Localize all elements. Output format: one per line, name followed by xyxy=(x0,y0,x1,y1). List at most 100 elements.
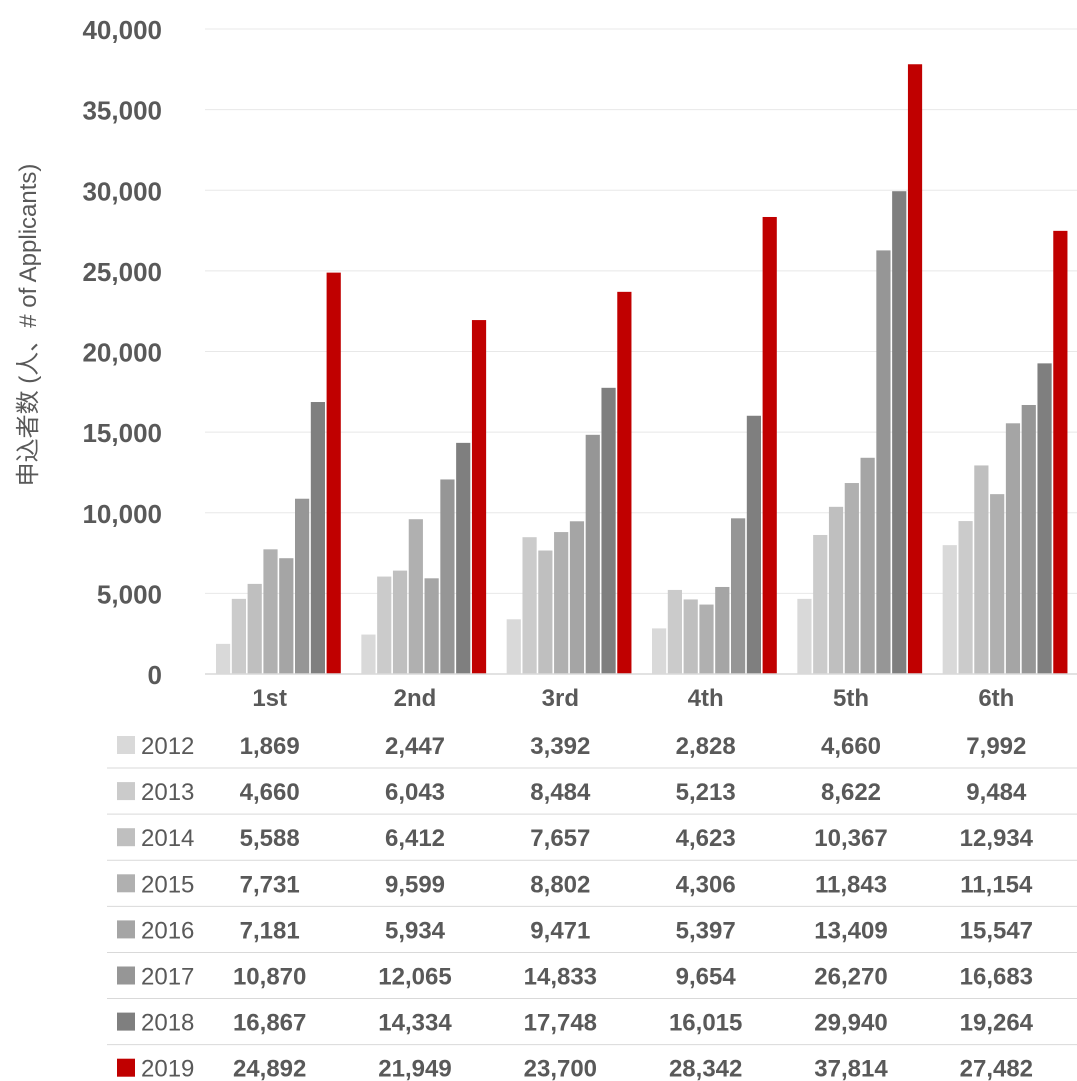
bar-2014-6th xyxy=(974,465,989,674)
bar-2019-6th xyxy=(1053,230,1068,674)
bar-2013-4th xyxy=(667,589,682,674)
bar-2018-3rd xyxy=(601,387,616,674)
table-cell: 9,471 xyxy=(530,917,590,944)
data-table: 2012 1,869 2,447 3,392 2,828 4,660 7,992 2013 4,… xyxy=(107,733,1077,1081)
table-cell: 4,623 xyxy=(676,825,736,852)
bar-2019-3rd xyxy=(617,291,632,674)
legend-label: 2015 xyxy=(141,871,194,898)
bar-2019-2nd xyxy=(471,320,487,674)
table-cell: 16,015 xyxy=(669,1010,742,1037)
table-cell: 4,306 xyxy=(676,871,736,898)
table-cell: 15,547 xyxy=(960,917,1033,944)
table-cell: 5,213 xyxy=(676,779,736,806)
y-tick-label: 30,000 xyxy=(82,176,162,206)
x-tick-label: 6th xyxy=(978,685,1014,712)
bar-2014-3rd xyxy=(538,550,553,674)
table-cell: 19,264 xyxy=(960,1010,1034,1037)
table-cell: 1,869 xyxy=(240,733,300,760)
y-tick-label: 35,000 xyxy=(82,96,162,126)
table-cell: 11,154 xyxy=(960,871,1033,898)
table-cell: 13,409 xyxy=(814,917,887,944)
table-cell: 7,731 xyxy=(240,871,300,898)
legend-label: 2018 xyxy=(141,1010,194,1037)
legend-label: 2016 xyxy=(141,917,194,944)
table-cell: 12,934 xyxy=(960,825,1034,852)
x-axis-ticks: 1st 2nd 3rd 4th 5th 6th xyxy=(252,685,1014,712)
table-cell: 21,949 xyxy=(378,1056,451,1081)
table-cell: 4,660 xyxy=(240,779,300,806)
bar-2017-6th xyxy=(1021,404,1036,674)
legend-swatch xyxy=(117,782,135,801)
table-cell: 7,657 xyxy=(530,825,590,852)
y-tick-label: 40,000 xyxy=(82,15,162,45)
bar-2015-6th xyxy=(990,494,1005,674)
legend-swatch xyxy=(117,874,135,893)
legend-swatch xyxy=(117,966,135,985)
table-cell: 8,802 xyxy=(530,871,590,898)
bar-2013-1st xyxy=(231,598,246,674)
bar-2016-1st xyxy=(279,558,294,674)
table-cell: 6,043 xyxy=(385,779,445,806)
table-cell: 29,940 xyxy=(814,1010,887,1037)
bar-2012-4th xyxy=(652,628,667,674)
table-cell: 23,700 xyxy=(524,1056,597,1081)
bar-2014-5th xyxy=(828,506,844,674)
table-cell: 7,181 xyxy=(240,917,300,944)
y-tick-label: 20,000 xyxy=(82,338,162,368)
bar-2014-4th xyxy=(683,599,698,674)
bar-2016-3rd xyxy=(569,521,585,674)
bar-2017-2nd xyxy=(440,479,455,674)
table-cell: 10,870 xyxy=(233,964,306,991)
bar-2019-5th xyxy=(907,64,923,674)
bar-2018-6th xyxy=(1037,363,1052,674)
bar-2014-2nd xyxy=(392,570,408,674)
table-cell: 5,588 xyxy=(240,825,300,852)
bar-2012-1st xyxy=(216,643,231,674)
table-cell: 2,828 xyxy=(676,733,736,760)
table-cell: 16,683 xyxy=(960,964,1033,991)
table-cell: 6,412 xyxy=(385,825,445,852)
bar-2019-1st xyxy=(326,272,341,674)
bar-2013-5th xyxy=(813,534,828,674)
legend-swatch xyxy=(117,920,135,939)
x-tick-label: 5th xyxy=(833,685,869,712)
legend-label: 2012 xyxy=(141,733,194,760)
bar-2015-4th xyxy=(699,604,714,674)
gridlines xyxy=(205,28,1077,594)
y-tick-label: 15,000 xyxy=(82,418,162,448)
bar-2014-1st xyxy=(247,583,262,674)
bar-2016-4th xyxy=(715,586,730,674)
table-cell: 14,334 xyxy=(378,1010,452,1037)
bar-2016-6th xyxy=(1005,423,1021,674)
y-axis-label: 申込者数 (人、# of Applicants) xyxy=(15,164,42,487)
table-cell: 9,599 xyxy=(385,871,445,898)
bar-2018-2nd xyxy=(456,442,471,674)
table-cell: 9,484 xyxy=(966,779,1027,806)
x-tick-label: 2nd xyxy=(394,685,437,712)
bar-2012-5th xyxy=(797,598,812,674)
table-cell: 26,270 xyxy=(814,964,887,991)
table-cell: 4,660 xyxy=(821,733,881,760)
table-cell: 11,843 xyxy=(815,871,887,898)
bar-2012-2nd xyxy=(361,634,376,674)
legend-swatch xyxy=(117,828,135,847)
bar-2017-5th xyxy=(876,250,891,675)
table-cell: 7,992 xyxy=(966,733,1026,760)
table-cell: 8,484 xyxy=(530,779,591,806)
bar-2017-3rd xyxy=(585,434,600,674)
bar-2015-1st xyxy=(263,549,278,674)
bar-2016-2nd xyxy=(424,578,439,674)
bar-2018-1st xyxy=(310,402,325,674)
table-cell: 3,392 xyxy=(530,733,590,760)
bar-2015-2nd xyxy=(408,519,423,674)
bar-2018-5th xyxy=(892,191,907,674)
legend-label: 2017 xyxy=(141,964,194,991)
table-cell: 8,622 xyxy=(821,779,881,806)
bar-2013-2nd xyxy=(377,576,392,674)
bar-2015-5th xyxy=(844,483,859,674)
bar-2016-5th xyxy=(860,457,875,674)
table-cell: 24,892 xyxy=(233,1056,306,1081)
bars xyxy=(216,64,1068,675)
table-cell: 5,397 xyxy=(676,917,736,944)
